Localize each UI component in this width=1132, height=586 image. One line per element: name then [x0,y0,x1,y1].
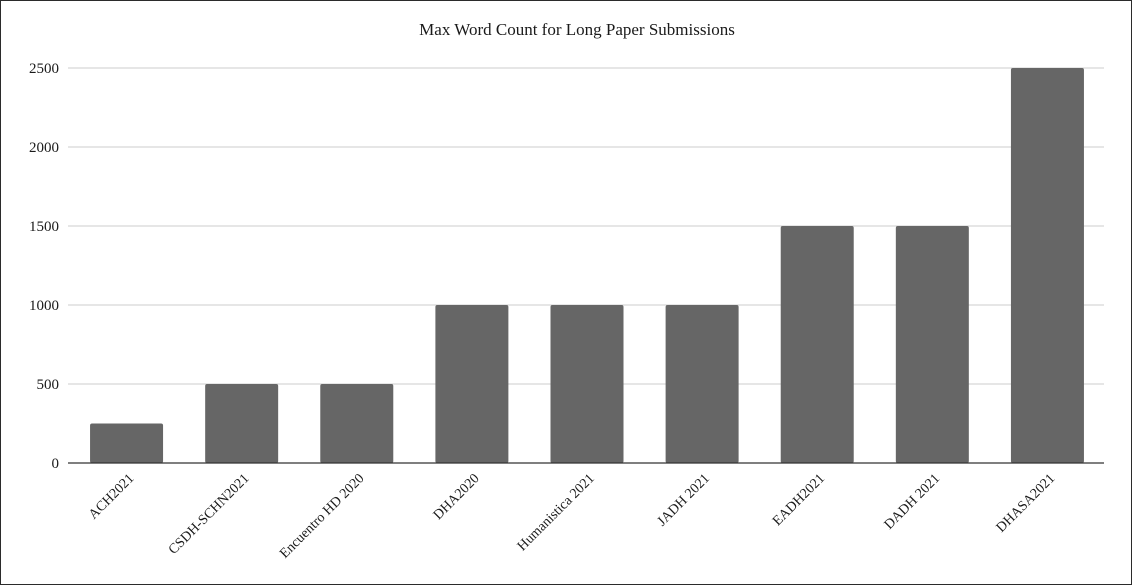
y-tick-label: 2500 [29,61,59,77]
x-tick-label: DHASA2021 [994,471,1059,536]
bar-jadh-2021 [665,305,739,463]
x-tick-label: ACH2021 [86,471,137,522]
bar-eadh2021 [780,226,854,463]
y-tick-label: 2000 [29,140,59,156]
bar-encuentro-hd-2020 [320,384,394,463]
x-tick-label: Humanistica 2021 [515,471,598,554]
bar-humanistica-2021 [550,305,624,463]
x-tick-label: EADH2021 [770,471,828,529]
bar-dhasa2021 [1010,68,1084,463]
x-tick-label: Encuentro HD 2020 [277,471,367,561]
y-tick-label: 500 [37,377,60,393]
y-tick-label: 0 [52,456,60,472]
bar-ach2021 [90,423,164,463]
bar-dadh-2021 [895,226,969,463]
x-tick-label: CSDH-SCHN2021 [166,471,253,558]
y-tick-label: 1000 [29,298,59,314]
x-tick-label: JADH 2021 [655,471,713,529]
y-axis-ticks: 0 500 1000 1500 2000 2500 [29,61,59,472]
x-axis-labels: ACH2021 CSDH-SCHN2021 Encuentro HD 2020 DHA… [86,471,1058,561]
x-tick-label: DHA2020 [431,471,483,523]
x-tick-label: DADH 2021 [882,471,943,532]
bar-dha2020 [435,305,509,463]
bar-csdh-schn2021 [205,384,279,463]
chart-title: Max Word Count for Long Paper Submission… [419,20,735,39]
y-tick-label: 1500 [29,219,59,235]
bars [90,68,1084,463]
